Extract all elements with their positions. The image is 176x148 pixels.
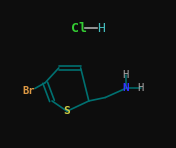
Text: H: H [137, 83, 144, 93]
Text: N: N [122, 83, 129, 93]
Text: S: S [64, 106, 70, 116]
Text: H: H [97, 21, 105, 34]
Text: H: H [122, 70, 129, 80]
Text: Cl: Cl [71, 21, 87, 34]
Text: Br: Br [22, 86, 34, 96]
